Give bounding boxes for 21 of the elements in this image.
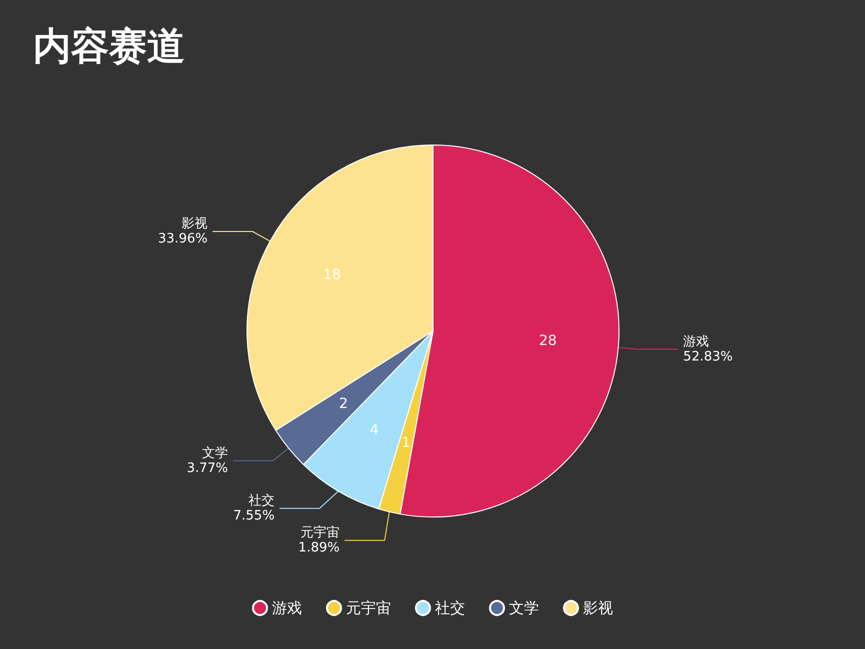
legend-label: 社交 — [435, 599, 465, 617]
legend-label: 影视 — [583, 599, 613, 617]
slice-label: 文学 — [202, 446, 228, 461]
slice-label: 影视 — [182, 216, 208, 232]
text: 33.96% — [158, 232, 208, 247]
legend-label: 元宇宙 — [346, 599, 391, 617]
text: 3.77% — [186, 460, 228, 476]
data-label: 18 — [323, 267, 341, 284]
text: 1.89% — [298, 540, 340, 556]
data-label: 4 — [370, 422, 379, 438]
slice-label: 社交 — [248, 492, 275, 508]
data-label: 2 — [338, 396, 348, 412]
text: 52.83% — [683, 349, 733, 364]
legend-label: 游戏 — [272, 599, 302, 617]
data-label: 1 — [401, 435, 410, 452]
slice-label: 元宇宙 — [300, 524, 340, 540]
text: 7.55% — [233, 508, 275, 524]
chart-title: 内容赛道 — [33, 24, 185, 68]
data-label: 28 — [538, 333, 557, 350]
legend-label: 文学 — [509, 599, 539, 617]
slice-label: 游戏 — [683, 334, 710, 350]
